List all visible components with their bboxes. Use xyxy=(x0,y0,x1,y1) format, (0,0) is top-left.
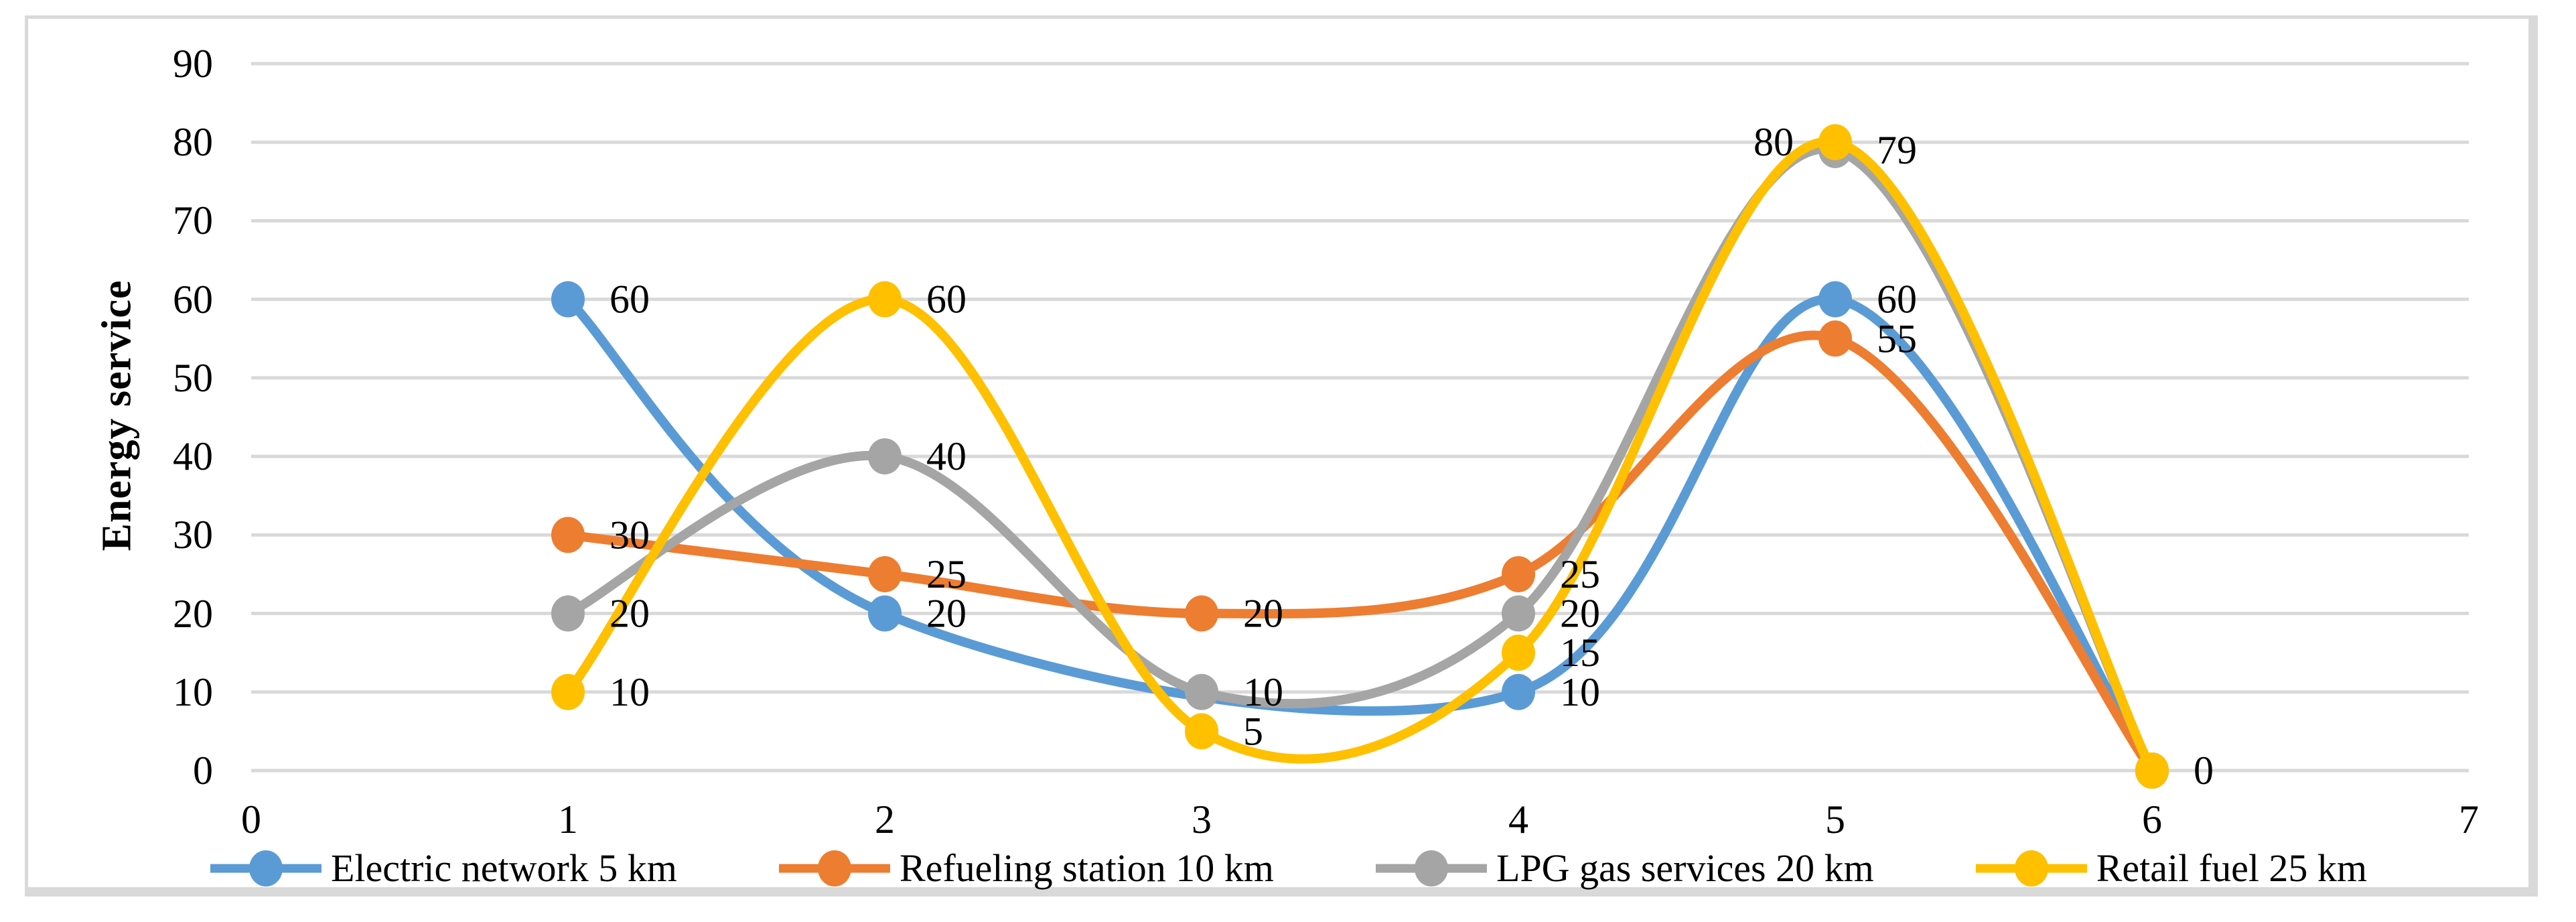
data-point-marker xyxy=(551,517,585,553)
x-tick-label: 4 xyxy=(1508,797,1528,842)
data-point-label: 10 xyxy=(610,670,650,714)
legend-label: LPG gas services 20 km xyxy=(1496,846,1874,890)
data-point-marker xyxy=(1818,124,1852,161)
legend-marker-icon xyxy=(210,850,321,886)
legend-label: Electric network 5 km xyxy=(330,846,677,890)
data-point-marker xyxy=(1185,713,1218,750)
y-tick-label: 50 xyxy=(173,355,213,400)
series-line xyxy=(563,137,2157,775)
data-point-label: 60 xyxy=(1877,277,1917,322)
data-point-label: 10 xyxy=(1243,670,1283,714)
data-point-label: 20 xyxy=(610,592,650,636)
data-point-label: 25 xyxy=(1560,552,1600,596)
legend-label: Retail fuel 25 km xyxy=(2096,846,2368,890)
data-point-label: 20 xyxy=(1560,592,1600,636)
data-point-marker xyxy=(1818,281,1852,318)
legend-marker-icon xyxy=(778,850,890,886)
data-point-label: 40 xyxy=(926,434,967,478)
data-point-marker xyxy=(868,438,902,475)
legend-item: Retail fuel 25 km xyxy=(1975,846,2367,891)
data-point-label: 55 xyxy=(1877,316,1917,360)
data-point-marker xyxy=(1818,320,1852,357)
data-point-label: 30 xyxy=(610,513,650,557)
legend-marker-icon xyxy=(1375,850,1487,886)
legend-item: LPG gas services 20 km xyxy=(1374,846,1874,891)
legend-marker-icon xyxy=(1975,850,2087,886)
legend: Electric network 5 km Refueling station 1… xyxy=(0,846,2576,891)
y-tick-label: 60 xyxy=(173,277,213,322)
data-point-marker xyxy=(868,555,902,592)
y-tick-label: 80 xyxy=(173,120,213,165)
data-point-label: 80 xyxy=(1754,120,1794,164)
x-tick-label: 7 xyxy=(2459,797,2479,842)
x-tick-label: 3 xyxy=(1192,797,1212,842)
data-point-marker xyxy=(1502,673,1535,710)
data-point-label: 15 xyxy=(1560,631,1600,675)
y-tick-label: 30 xyxy=(173,513,213,557)
y-tick-label: 0 xyxy=(193,748,213,793)
x-tick-label: 5 xyxy=(1825,797,1845,842)
legend-item: Electric network 5 km xyxy=(209,846,677,891)
y-tick-label: 70 xyxy=(173,198,213,243)
y-tick-label: 40 xyxy=(173,434,213,479)
x-tick-label: 2 xyxy=(875,797,895,842)
data-point-label: 5 xyxy=(1243,709,1263,753)
series-line xyxy=(563,330,2157,775)
series-line xyxy=(563,144,2157,775)
data-point-marker xyxy=(1185,673,1218,710)
data-point-marker xyxy=(551,281,585,318)
data-point-label: 60 xyxy=(926,277,967,322)
data-point-marker xyxy=(1502,555,1535,592)
y-tick-label: 10 xyxy=(173,669,213,714)
data-point-label: 0 xyxy=(2194,748,2214,793)
data-point-label: 79 xyxy=(1877,128,1917,172)
chart-border xyxy=(25,15,2538,897)
data-point-marker xyxy=(1185,595,1218,632)
data-point-label: 20 xyxy=(1243,592,1283,636)
data-point-label: 10 xyxy=(1560,670,1600,714)
data-point-marker xyxy=(2135,752,2169,789)
data-point-marker xyxy=(868,281,902,318)
y-tick-label: 20 xyxy=(173,591,213,636)
data-point-marker xyxy=(1502,635,1535,671)
data-point-label: 20 xyxy=(926,592,967,636)
x-tick-label: 1 xyxy=(558,797,578,842)
legend-item: Refueling station 10 km xyxy=(778,846,1274,891)
data-point-marker xyxy=(868,595,902,632)
data-point-marker xyxy=(1502,595,1535,632)
data-point-marker xyxy=(551,673,585,710)
legend-label: Refueling station 10 km xyxy=(899,846,1274,890)
x-tick-label: 6 xyxy=(2142,797,2162,842)
data-point-marker xyxy=(551,595,585,632)
y-tick-label: 90 xyxy=(173,42,213,86)
x-tick-label: 0 xyxy=(241,797,261,842)
data-point-label: 25 xyxy=(926,552,967,596)
data-point-label: 60 xyxy=(610,277,650,322)
